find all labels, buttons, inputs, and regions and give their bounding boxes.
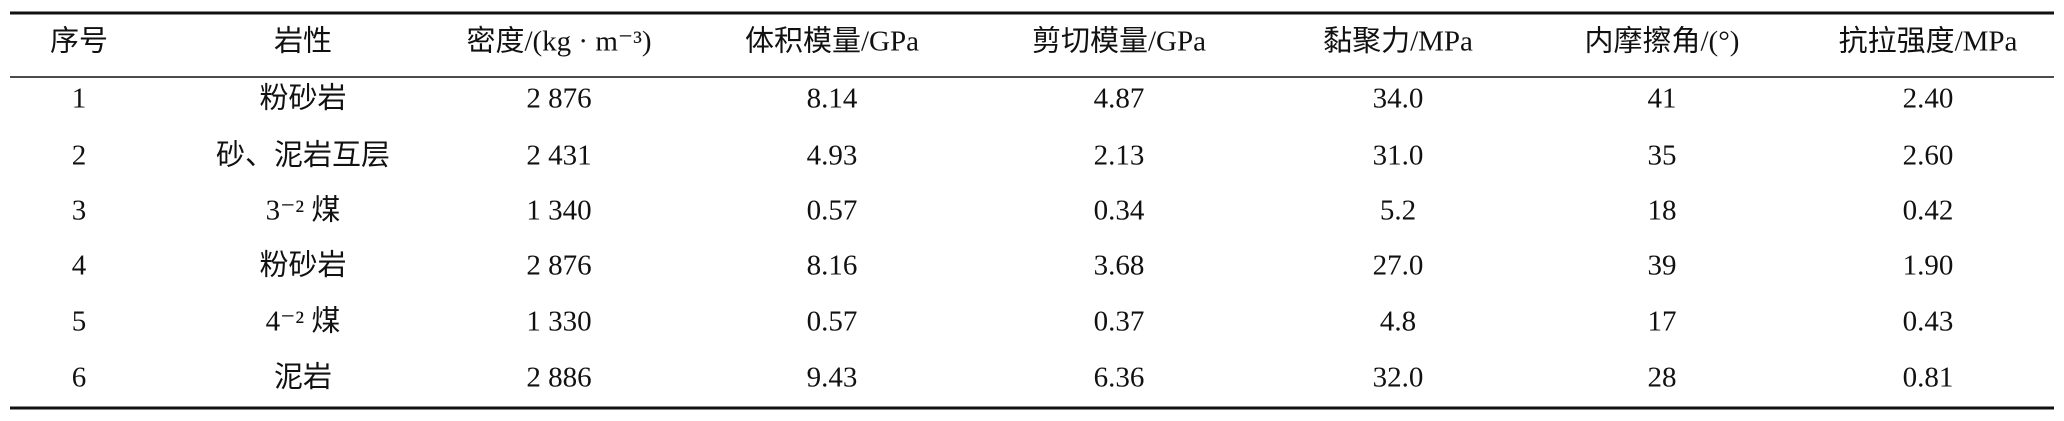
cell: 3.68 [1094,250,1145,282]
cell: 28 [1648,362,1677,394]
cell: 4.87 [1094,83,1145,115]
cell: 6.36 [1094,362,1145,394]
cell: 39 [1648,250,1677,282]
cell: 4 [72,250,87,282]
cell: 5 [72,306,87,338]
cell: 8.14 [807,83,858,115]
cell: 粉砂岩 [259,249,346,282]
cell: 0.57 [807,195,858,227]
cell: 0.34 [1094,195,1145,227]
header-cell: 抗拉强度/MPa [1839,25,2018,58]
header-cell: 岩性 [274,25,332,58]
cell: 2.60 [1903,140,1954,172]
cell: 34.0 [1373,83,1424,115]
cell: 17 [1648,306,1677,338]
cell: 1.90 [1903,250,1954,282]
cell: 3⁻² 煤 [266,194,341,227]
cell: 1 340 [526,195,591,227]
cell: 1 330 [526,306,591,338]
cell: 0.57 [807,306,858,338]
header-cell: 序号 [50,25,108,58]
header-cell: 体积模量/GPa [745,25,919,58]
cell: 18 [1648,195,1677,227]
cell: 2.13 [1094,140,1145,172]
cell: 31.0 [1373,140,1424,172]
header-cell: 剪切模量/GPa [1032,25,1206,58]
cell: 2 886 [526,362,591,394]
cell: 41 [1648,83,1677,115]
cell: 5.2 [1380,195,1416,227]
cell: 35 [1648,140,1677,172]
cell: 8.16 [807,250,858,282]
cell: 0.43 [1903,306,1954,338]
cell: 泥岩 [274,361,332,394]
header-cell: 内摩擦角/(°) [1585,25,1740,58]
cell: 2 [72,140,87,172]
cell: 2 431 [526,140,591,172]
cell: 9.43 [807,362,858,394]
cell: 27.0 [1373,250,1424,282]
cell: 粉砂岩 [259,82,346,115]
cell: 1 [72,83,87,115]
header-cell: 密度/(kg · m⁻³) [466,25,651,58]
cell: 32.0 [1373,362,1424,394]
header-cell: 黏聚力/MPa [1323,25,1473,58]
cell: 3 [72,195,87,227]
cell: 2 876 [526,83,591,115]
cell: 砂、泥岩互层 [216,139,390,172]
cell: 0.42 [1903,195,1954,227]
cell: 2 876 [526,250,591,282]
cell: 0.81 [1903,362,1954,394]
cell: 6 [72,362,87,394]
cell: 4.8 [1380,306,1416,338]
cell: 2.40 [1903,83,1954,115]
cell: 4.93 [807,140,858,172]
cell: 0.37 [1094,306,1145,338]
cell: 4⁻² 煤 [266,305,341,338]
